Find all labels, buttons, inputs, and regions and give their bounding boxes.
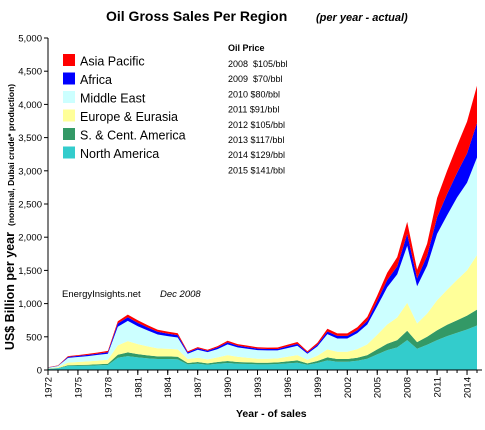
x-tick-label: 1990	[223, 377, 234, 398]
y-tick-label: 0	[37, 366, 42, 377]
x-axis-label: Year - of sales	[236, 408, 307, 420]
legend-label: Middle East	[80, 92, 146, 106]
legend-label: Africa	[80, 73, 112, 87]
y-tick-label: 2,500	[18, 200, 42, 211]
legend-label: Asia Pacific	[80, 55, 145, 69]
legend-label: S. & Cent. America	[80, 129, 186, 143]
legend-label: Europe & Eurasia	[80, 110, 178, 124]
x-tick-label: 1981	[133, 377, 144, 398]
legend-swatch	[63, 91, 75, 103]
x-tick-label: 1996	[283, 377, 294, 398]
price-table-heading: Oil Price	[228, 43, 265, 53]
x-tick-label: 2005	[373, 377, 384, 398]
legend-swatch	[63, 109, 75, 122]
y-tick-label: 3,500	[18, 133, 42, 144]
area-s-cent-america	[48, 309, 477, 369]
price-table-row: 2013 $117/bbl	[228, 135, 284, 145]
x-tick-label: 2014	[463, 377, 474, 398]
area-north-america	[48, 325, 477, 370]
y-tick-label: 1,500	[18, 266, 42, 277]
x-tick-label: 2008	[403, 377, 414, 398]
axes: 0 500 1,000 1,500 2,000 2,500 3,000 3,500 4,000 4…	[18, 34, 482, 398]
oil-price-table: Oil Price 2008 $105/bbl 2009 $70/bbl 2010 $…	[228, 43, 288, 175]
y-tick-label: 1,000	[18, 299, 42, 310]
y-tick-label: 2,000	[18, 233, 42, 244]
x-tick-label: 1999	[313, 377, 324, 398]
x-tick-label: 1972	[44, 377, 55, 398]
y-tick-label: 5,000	[18, 34, 42, 45]
legend-swatch	[63, 128, 75, 140]
price-table-row: 2009 $70/bbl	[228, 74, 283, 84]
y-axis-note: (nominal, Dubai crude* production)	[6, 84, 16, 226]
price-table-row: 2008 $105/bbl	[228, 59, 288, 69]
chart-subtitle: (per year - actual)	[316, 12, 408, 24]
legend-swatch	[63, 146, 75, 159]
chart-title: Oil Gross Sales Per Region	[106, 8, 287, 24]
y-tick-label: 3,000	[18, 166, 42, 177]
credit-date: Dec 2008	[160, 289, 201, 300]
x-tick-label: 2011	[433, 377, 444, 397]
x-tick-label: 1984	[163, 377, 174, 398]
price-table-row: 2014 $129/bbl	[228, 150, 285, 160]
x-tick-label: 1993	[253, 377, 264, 398]
y-axis-label: US$ Billion per year	[3, 232, 17, 350]
area-layers	[48, 85, 477, 370]
y-tick-label: 4,500	[18, 67, 42, 78]
y-tick-label: 500	[26, 332, 42, 343]
y-tick-label: 4,000	[18, 100, 42, 111]
price-table-row: 2012 $105/bbl	[228, 120, 285, 130]
x-tick-label: 2002	[343, 377, 354, 398]
price-table-row: 2011 $91/bbl	[228, 105, 279, 115]
legend-swatch	[63, 72, 75, 85]
x-tick-label: 1975	[73, 377, 84, 398]
x-tick-label: 1978	[103, 377, 114, 398]
price-table-row: 2010 $80/bbl	[228, 89, 280, 99]
credit-source: EnergyInsights.net	[62, 289, 141, 300]
legend-label: North America	[80, 147, 159, 161]
x-tick-label: 1987	[193, 377, 204, 398]
legend: Asia Pacific Africa Middle East Europe & Eu…	[63, 54, 186, 161]
legend-swatch	[63, 54, 75, 66]
price-table-row: 2015 $141/bbl	[228, 165, 285, 175]
